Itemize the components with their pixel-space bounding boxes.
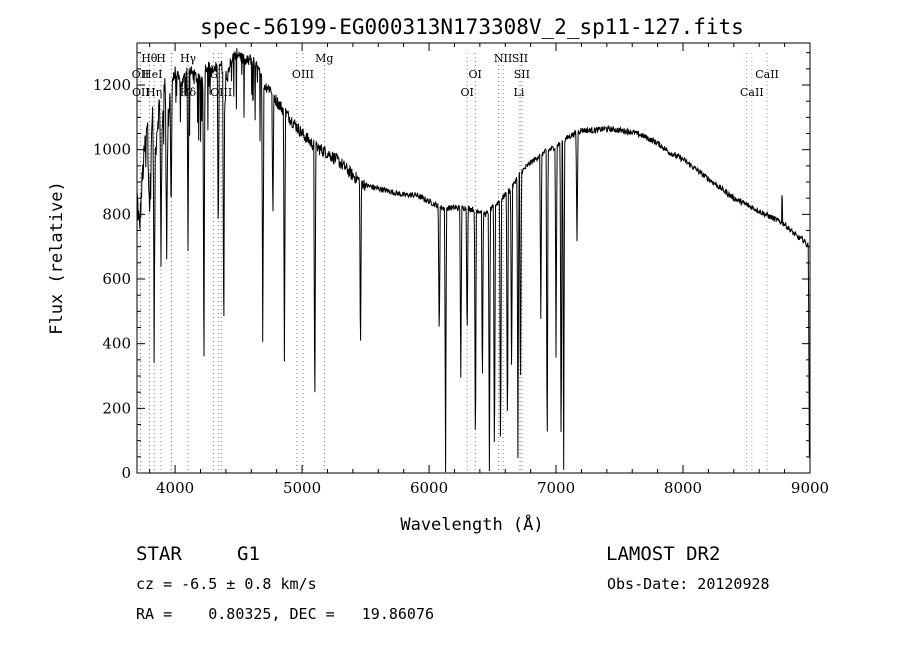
survey-name: LAMOST DR2 [606,543,721,565]
line-marker-label: CaII [740,86,764,99]
x-tick-label: 5000 [283,479,321,497]
x-axis: 4000 5000 6000 7000 8000 9000 [149,43,829,497]
y-tick-label: 1200 [93,76,131,94]
x-axis-title: Wavelength (Å) [400,513,543,535]
line-marker-label: Hδ [180,86,197,99]
obs-date: Obs-Date: 20120928 [607,575,770,593]
line-marker-label: G [209,68,218,81]
spectrum-series [136,48,811,473]
line-marker-label: Hθ [141,52,158,65]
line-marker-label: OIII [210,86,232,99]
y-tick-label: 400 [102,335,131,353]
line-marker-label: H [156,52,166,65]
coordinates: RA = 0.80325, DEC = 19.86076 [136,605,435,623]
line-marker-label: CaII [755,68,779,81]
y-tick-label: 800 [102,205,131,223]
y-tick-label: 200 [102,399,131,417]
line-marker-label: OII [132,86,150,99]
line-marker-label: SII [514,68,530,81]
redshift: cz = -6.5 ± 0.8 km/s [136,575,317,593]
x-tick-label: 6000 [410,479,448,497]
line-marker-label: OIII [292,68,314,81]
line-marker-label: HeI [142,68,162,81]
x-tick-label: 4000 [156,479,194,497]
line-marker-label: SII [512,52,528,65]
line-marker-label: OI [468,68,481,81]
chart-title: spec-56199-EG000313N173308V_2_sp11-127.f… [200,15,744,39]
x-tick-label: 8000 [664,479,702,497]
line-marker-label: Hη [146,86,162,99]
line-marker-label: Hγ [180,52,197,65]
x-tick-label: 9000 [791,479,829,497]
line-marker-label: Li [514,86,525,99]
line-marker-label: OII [132,68,150,81]
y-axis: 0 200 400 600 800 1000 1200 [93,52,810,482]
y-tick-label: 0 [121,464,131,482]
line-markers [140,53,768,473]
y-axis-title: Flux (relative) [47,181,67,335]
object-class: STAR [136,543,182,565]
x-tick-label: 7000 [537,479,575,497]
spectrum-line [136,48,811,473]
line-marker-label: Mg [315,52,333,65]
y-tick-label: 600 [102,270,131,288]
plot-frame [136,42,811,474]
line-marker-label: OI [460,86,473,99]
y-tick-label: 1000 [93,141,131,159]
line-marker-label: NII [494,52,512,65]
subclass: G1 [237,543,260,565]
